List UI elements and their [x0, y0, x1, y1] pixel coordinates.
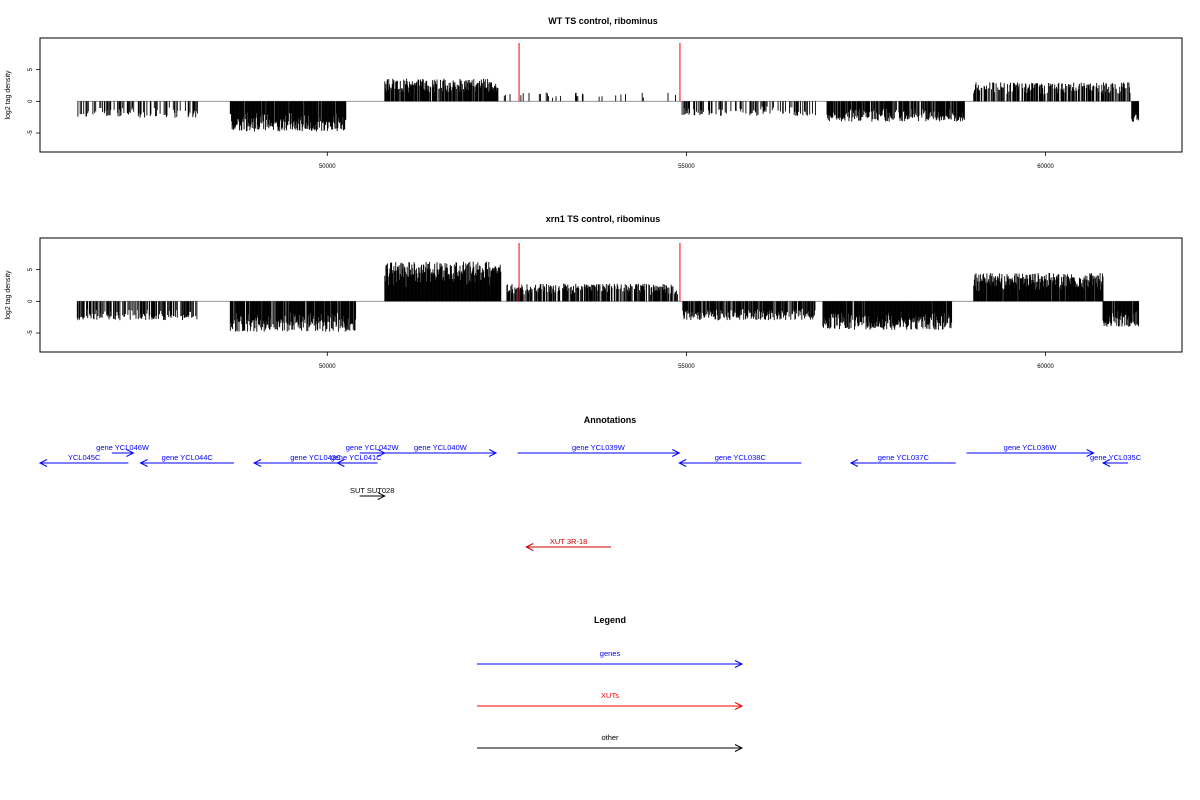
- xrn1-plot-frame: [39, 237, 1183, 353]
- feature-label: XUT 3R-18: [550, 537, 587, 546]
- wt-plot-frame: [39, 37, 1183, 153]
- wt-axes: -5 0 5 50000 55000 60000: [28, 67, 1055, 170]
- feature-label: YCL045C: [68, 453, 101, 462]
- y-tick-label: 0: [28, 299, 34, 303]
- feature-arrowhead: [525, 543, 534, 551]
- legend-label: XUTs: [601, 691, 619, 700]
- feature-arrowhead: [38, 459, 48, 467]
- xrn1-axes: -5 0 5 50000 55000 60000: [28, 267, 1055, 370]
- feature-arrowhead: [849, 459, 859, 467]
- feature-arrowhead: [672, 449, 681, 457]
- x-tick-label: 55000: [678, 164, 695, 170]
- feature-label: gene YCL041C: [330, 453, 382, 462]
- y-tick-label: 5: [28, 267, 34, 271]
- feature-label: gene YCL035C: [1090, 453, 1142, 462]
- feature-label: gene YCL038C: [715, 453, 767, 462]
- y-tick-label: -5: [28, 330, 34, 336]
- legend-title: Legend: [594, 615, 626, 625]
- feature-arrowhead: [1086, 449, 1095, 457]
- feature-label: gene YCL036W: [1004, 443, 1058, 452]
- feature-label: gene YCL039W: [572, 443, 626, 452]
- xrn1-track-title: xrn1 TS control, ribominus: [546, 214, 661, 224]
- feature-label: SUT SUT028: [350, 486, 394, 495]
- wt-track-title: WT TS control, ribominus: [548, 16, 658, 26]
- feature-arrowhead: [139, 459, 148, 467]
- wt-bars: [77, 43, 1140, 132]
- feature-label: gene YCL042W: [346, 443, 400, 452]
- annotations-title: Annotations: [584, 415, 637, 425]
- x-tick-label: 55000: [678, 364, 695, 370]
- feature-label: gene YCL037C: [878, 453, 930, 462]
- legend-arrowhead: [734, 744, 744, 752]
- feature-arrowhead: [126, 449, 135, 457]
- y-tick-label: 5: [28, 67, 34, 71]
- feature-arrowhead: [336, 459, 345, 467]
- legend-arrowhead: [734, 702, 744, 710]
- feature-arrowhead: [377, 492, 386, 500]
- feature-arrowhead: [488, 449, 498, 457]
- wt-track-ylabel: log2 tag density: [5, 70, 12, 120]
- feature-label: gene YCL040W: [414, 443, 468, 452]
- legend-items: genes XUTs other: [477, 649, 744, 752]
- xrn1-track-ylabel: log2 tag density: [5, 270, 12, 320]
- y-tick-label: -5: [28, 130, 34, 136]
- y-tick-label: 0: [28, 99, 34, 103]
- x-tick-label: 50000: [319, 364, 336, 370]
- wt-track-panel: WT TS control, ribominus log2 tag densit…: [5, 16, 1183, 170]
- xrn1-bars: [76, 243, 1140, 332]
- x-tick-label: 60000: [1037, 164, 1054, 170]
- legend-label: genes: [600, 649, 621, 658]
- x-tick-label: 50000: [319, 164, 336, 170]
- legend-arrowhead: [734, 660, 744, 668]
- feature-arrowhead: [252, 459, 262, 467]
- feature-arrowhead: [678, 459, 687, 467]
- legend-panel: Legend genes XUTs other: [477, 615, 744, 752]
- xrn1-track-panel: xrn1 TS control, ribominus log2 tag dens…: [5, 214, 1183, 370]
- feature-label: gene YCL043C: [290, 453, 342, 462]
- feature-label: gene YCL046W: [96, 443, 150, 452]
- x-tick-label: 60000: [1037, 364, 1054, 370]
- feature-arrowhead: [1101, 459, 1111, 467]
- legend-label: other: [601, 733, 619, 742]
- feature-label: gene YCL044C: [162, 453, 214, 462]
